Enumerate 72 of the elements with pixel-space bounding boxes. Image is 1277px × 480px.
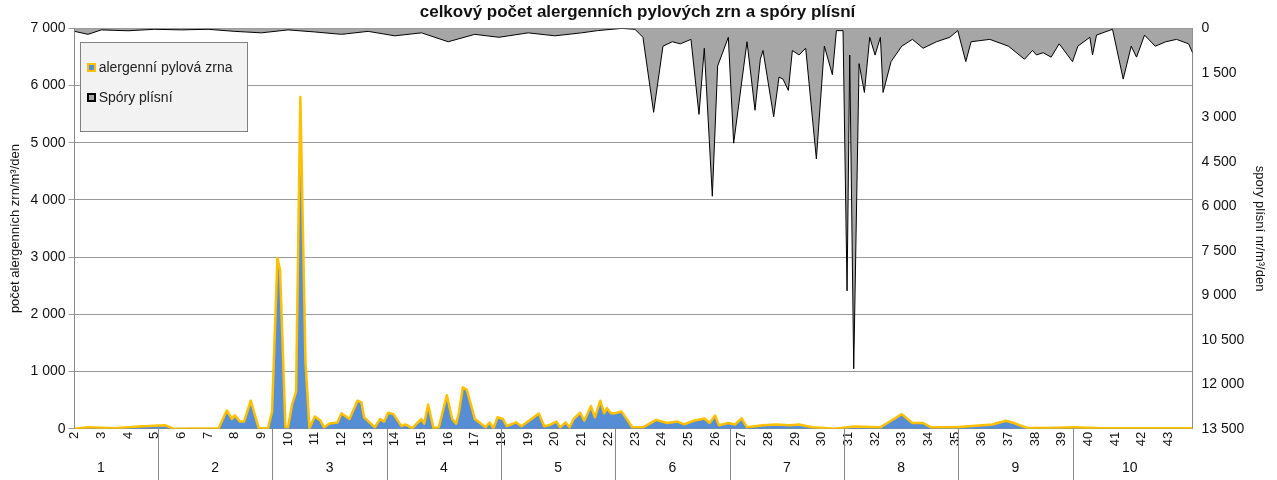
y2-tick-label: 12 000 <box>1201 375 1245 392</box>
y-axis-title: počet alergenních zrn/m³/den <box>7 144 23 314</box>
y2-tick-label: 4 500 <box>1201 152 1237 169</box>
x-tick-label: 19 <box>519 431 535 447</box>
y-tick-label: 7 000 <box>30 19 66 36</box>
x-tick-label: 10 <box>279 431 295 447</box>
x-tick-label: 12 <box>333 431 349 447</box>
y-tick-label: 5 000 <box>30 133 66 150</box>
legend-label: alergenní pylová zrna <box>98 59 233 76</box>
x-tick-label: 11 <box>306 431 322 446</box>
x-tick-label: 7 <box>199 431 215 439</box>
x-tick-label: 8 <box>226 431 242 439</box>
x-tick-label: 33 <box>893 431 909 447</box>
x-tick-label: 38 <box>1026 431 1042 447</box>
y2-tick-label: 6 000 <box>1201 197 1237 214</box>
x2-tick-label: 6 <box>668 459 677 476</box>
x-tick-label: 34 <box>920 431 936 447</box>
x2-tick-label: 9 <box>1011 459 1020 476</box>
x-tick-label: 16 <box>439 431 455 447</box>
y2-tick-label: 10 500 <box>1201 330 1245 347</box>
x-tick-label: 30 <box>813 431 829 447</box>
x-tick-label: 15 <box>413 431 429 447</box>
x-tick-label: 29 <box>786 431 802 447</box>
x2-tick-label: 3 <box>325 459 334 476</box>
legend-label: Spóry plísní <box>98 89 173 106</box>
x-tick-label: 39 <box>1053 431 1069 447</box>
x-tick-label: 26 <box>706 431 722 447</box>
x-tick-label: 6 <box>172 431 188 439</box>
x-tick-label: 17 <box>466 431 482 447</box>
x2-tick-label: 8 <box>897 459 906 476</box>
x-tick-label: 22 <box>599 431 615 447</box>
y2-tick-label: 13 500 <box>1201 419 1245 436</box>
x-tick-label: 21 <box>573 431 589 447</box>
x2-tick-label: 2 <box>211 459 220 476</box>
x-tick-label: 36 <box>973 431 989 447</box>
x-tick-label: 37 <box>1000 431 1016 447</box>
x-tick-label: 20 <box>546 431 562 447</box>
x2-tick-label: 5 <box>554 459 563 476</box>
x-tick-label: 4 <box>119 431 135 439</box>
y2-tick-label: 0 <box>1201 19 1210 36</box>
y2-axis-title: spory plísní nr/m³/den <box>1252 165 1268 292</box>
y-tick-label: 3 000 <box>30 248 66 265</box>
y2-tick-label: 9 000 <box>1201 286 1237 303</box>
y-tick-label: 2 000 <box>30 305 66 322</box>
x-tick-label: 3 <box>92 431 108 439</box>
y-tick-label: 1 000 <box>30 362 66 379</box>
chart-title: celkový počet alergenních pylových zrn a spóry plísní <box>419 1 857 21</box>
y-tick-label: 0 <box>57 419 66 436</box>
y-tick-label: 4 000 <box>30 190 66 207</box>
x-tick-label: 23 <box>626 431 642 447</box>
x2-tick-label: 1 <box>97 459 106 476</box>
x-tick-label: 43 <box>1160 431 1176 447</box>
x-tick-label: 27 <box>733 431 749 447</box>
x2-tick-label: 7 <box>782 459 791 476</box>
x-tick-label: 28 <box>759 431 775 447</box>
x2-tick-label: 4 <box>439 459 448 476</box>
y2-tick-label: 7 500 <box>1201 241 1237 258</box>
x-tick-label: 24 <box>653 431 669 447</box>
x-tick-label: 14 <box>386 431 402 447</box>
x-tick-label: 40 <box>1080 431 1096 447</box>
x-tick-label: 32 <box>866 431 882 447</box>
x-tick-label: 13 <box>359 431 375 447</box>
y2-tick-label: 1 500 <box>1201 63 1237 80</box>
y2-tick-label: 3 000 <box>1201 108 1237 125</box>
x2-tick-label: 10 <box>1121 459 1138 476</box>
x-tick-label: 2 <box>66 431 82 439</box>
x-tick-label: 25 <box>679 431 695 447</box>
x-tick-label: 41 <box>1106 431 1122 447</box>
x-tick-label: 42 <box>1133 431 1149 447</box>
x-tick-label: 9 <box>252 431 268 439</box>
x-tick-label: 5 <box>146 431 162 439</box>
y-tick-label: 6 000 <box>30 76 66 93</box>
